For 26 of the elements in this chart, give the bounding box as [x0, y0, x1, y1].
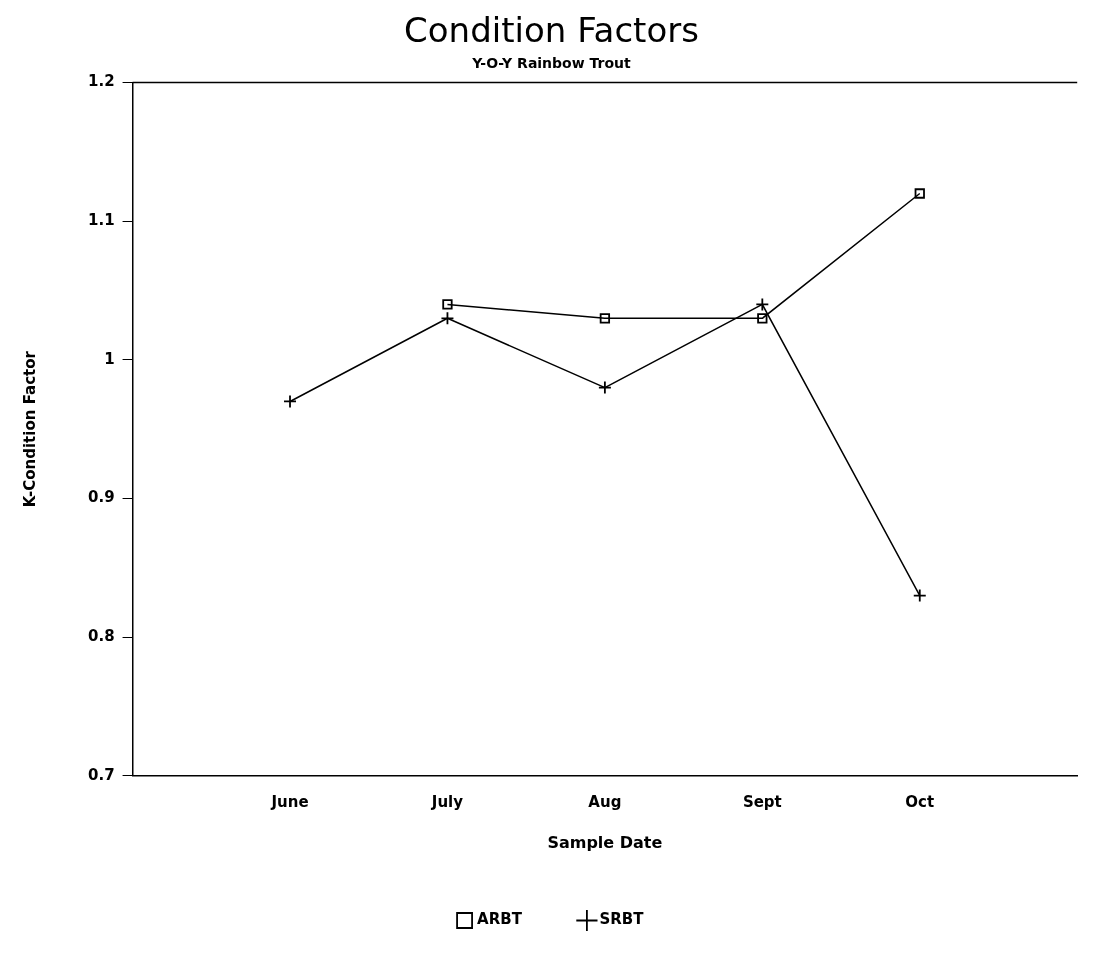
y-tick-label: 0.7	[87, 765, 115, 784]
y-tick-label: 1.1	[87, 211, 115, 230]
point	[914, 188, 925, 199]
y-tick-label: 0.9	[87, 488, 115, 507]
chart-subtitle: Y-O-Y Rainbow Trout	[471, 54, 632, 71]
chart-title: Condition Factors	[404, 10, 699, 51]
x-tick-label: Oct	[905, 792, 935, 811]
point	[599, 313, 611, 324]
point	[757, 313, 768, 324]
x-tick-label: Aug	[588, 792, 622, 811]
y-tick-label: 1	[104, 349, 115, 368]
point	[912, 588, 927, 603]
y-tick-label: 1.2	[87, 72, 115, 91]
legend-label: ARBT	[477, 910, 523, 929]
point	[283, 394, 297, 409]
point	[442, 299, 453, 310]
x-axis-title: Sample Date	[547, 832, 663, 852]
x-tick-label: July	[430, 792, 464, 811]
point	[597, 380, 612, 395]
x-tick-label: June	[270, 792, 309, 811]
x-tick-label: Sept	[742, 792, 782, 811]
y-axis-title: K-Condition Factor	[20, 350, 39, 508]
point	[755, 297, 770, 312]
legend-label: SRBT	[599, 910, 645, 929]
point	[440, 311, 455, 326]
y-tick-label: 0.8	[87, 627, 115, 646]
